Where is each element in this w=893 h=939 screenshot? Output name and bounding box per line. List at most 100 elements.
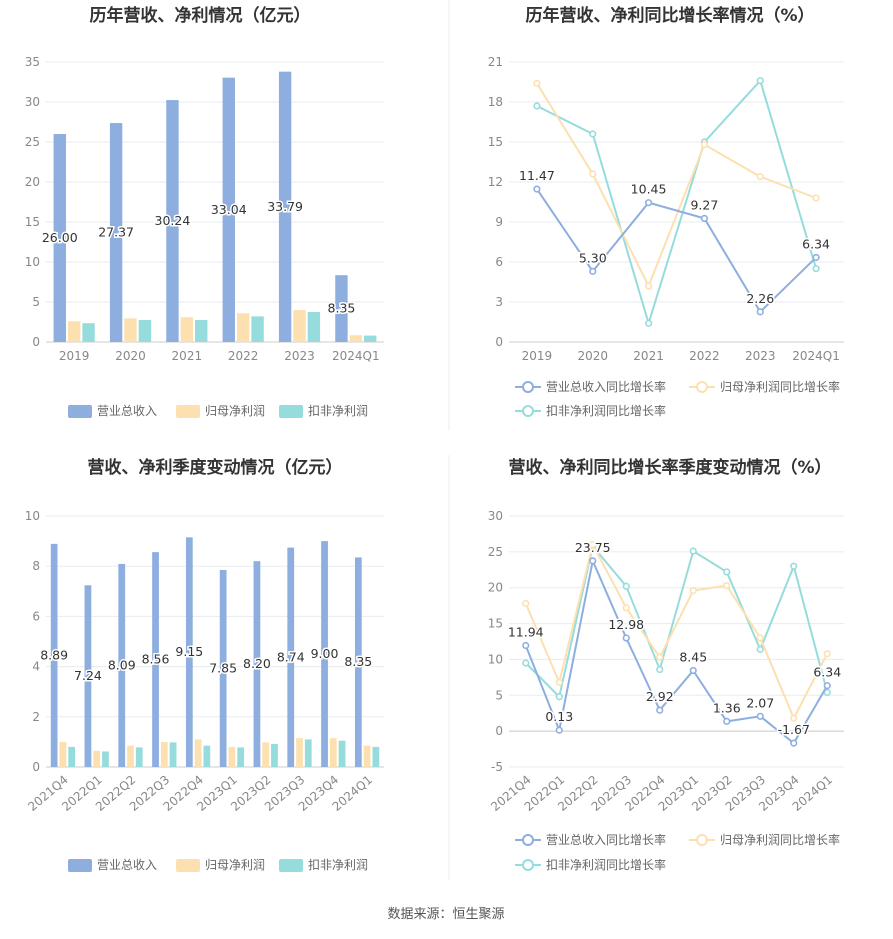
chart-quarterly-amounts: 营收、净利季度变动情况（亿元）02468102021Q42022Q12022Q2… bbox=[25, 457, 384, 872]
bar-deducted-profit bbox=[251, 316, 264, 342]
legend-label: 扣非净利润 bbox=[308, 858, 368, 872]
data-source-note: 数据来源：恒生聚源 bbox=[387, 907, 504, 922]
y-tick-label: 0 bbox=[32, 335, 40, 349]
legend-label: 营业总收入同比增长率 bbox=[546, 832, 666, 847]
bar-value-label: 7.24 bbox=[74, 668, 102, 683]
y-tick-label: 10 bbox=[25, 509, 40, 523]
line-point bbox=[644, 319, 653, 327]
legend-label: 归母净利润 bbox=[205, 404, 265, 418]
line-series-1 bbox=[524, 541, 829, 721]
line-value-label: 11.94 bbox=[508, 625, 544, 640]
bar-net-profit bbox=[329, 738, 337, 767]
y-tick-label: 2 bbox=[32, 710, 40, 724]
y-tick-label: 4 bbox=[32, 660, 40, 674]
y-tick-label: 5 bbox=[32, 295, 40, 309]
bar-value-label: 30.24 bbox=[155, 213, 191, 228]
line-point bbox=[522, 599, 530, 608]
bar-net-profit bbox=[180, 317, 194, 342]
bar-value-label: 9.00 bbox=[311, 646, 339, 661]
line-point bbox=[700, 214, 709, 222]
line-point bbox=[589, 267, 597, 275]
bar-revenue bbox=[335, 275, 348, 342]
line-point bbox=[723, 568, 731, 576]
legend-marker bbox=[522, 834, 534, 846]
x-tick-label: 2023 bbox=[284, 349, 315, 363]
line-point bbox=[533, 79, 541, 87]
legend-label: 归母净利润 bbox=[205, 858, 265, 872]
bar-value-label: 8.35 bbox=[344, 654, 372, 669]
bar-deducted-profit bbox=[372, 746, 380, 767]
chart-title: 历年营收、净利同比增长率情况（%） bbox=[525, 5, 814, 26]
y-tick-label: 15 bbox=[25, 215, 40, 229]
x-tick-label: 2021 bbox=[633, 349, 664, 363]
legend-swatch bbox=[279, 859, 303, 872]
bar-revenue bbox=[109, 123, 123, 342]
line-series-2 bbox=[525, 543, 829, 699]
bar-deducted-profit bbox=[82, 323, 95, 342]
y-tick-label: 25 bbox=[25, 135, 40, 149]
line-value-label: 8.45 bbox=[679, 650, 707, 665]
bar-net-profit bbox=[127, 745, 134, 767]
x-tick-label: 2019 bbox=[59, 349, 90, 363]
line-value-label: 1.36 bbox=[713, 700, 741, 715]
bar-value-label: 33.79 bbox=[267, 199, 303, 214]
y-tick-label: 15 bbox=[488, 135, 503, 149]
y-tick-label: 0 bbox=[32, 760, 40, 774]
chart-title: 营收、净利同比增长率季度变动情况（%） bbox=[508, 457, 831, 478]
bar-deducted-profit bbox=[68, 746, 76, 767]
legend-swatch bbox=[176, 405, 200, 418]
line-point bbox=[533, 102, 541, 110]
bar-value-label: 8.20 bbox=[243, 656, 271, 671]
y-tick-label: 8 bbox=[32, 559, 40, 573]
line-point bbox=[689, 547, 697, 555]
line-point bbox=[723, 581, 731, 590]
bar-deducted-profit bbox=[271, 743, 278, 767]
y-tick-label: 25 bbox=[488, 545, 503, 559]
line-point bbox=[756, 645, 764, 653]
x-tick-label: 2022 bbox=[689, 349, 720, 363]
line-point bbox=[533, 185, 541, 193]
bar-deducted-profit bbox=[195, 320, 208, 342]
bar-net-profit bbox=[160, 741, 168, 767]
bar-deducted-profit bbox=[102, 751, 109, 767]
legend-label: 营业总收入 bbox=[97, 404, 157, 418]
legend-swatch bbox=[68, 859, 92, 872]
y-tick-label: 10 bbox=[25, 255, 40, 269]
line-point bbox=[790, 562, 798, 570]
bar-value-label: 8.35 bbox=[328, 301, 356, 316]
bar-revenue bbox=[287, 547, 295, 767]
line-point bbox=[522, 641, 530, 650]
y-tick-label: 12 bbox=[488, 175, 503, 189]
line-point bbox=[555, 726, 563, 734]
line-point bbox=[589, 130, 597, 138]
line-point bbox=[689, 586, 697, 595]
legend-label: 扣非净利润 bbox=[308, 404, 368, 418]
bar-revenue bbox=[219, 569, 227, 767]
bar-net-profit bbox=[59, 741, 67, 767]
line-point bbox=[689, 666, 697, 675]
legend-swatch bbox=[279, 405, 303, 418]
line-point bbox=[756, 173, 764, 181]
bar-value-label: 8.56 bbox=[142, 652, 170, 667]
line-point bbox=[756, 634, 764, 642]
bar-value-label: 33.04 bbox=[211, 202, 247, 217]
line-point bbox=[812, 253, 820, 262]
bar-net-profit bbox=[236, 313, 250, 342]
legend-label: 归母净利润同比增长率 bbox=[720, 379, 840, 394]
legend-label: 扣非净利润同比增长率 bbox=[546, 403, 666, 418]
bar-value-label: 9.15 bbox=[175, 644, 203, 659]
bar-revenue bbox=[253, 561, 261, 767]
line-point bbox=[622, 634, 630, 642]
y-tick-label: 20 bbox=[25, 175, 40, 189]
y-tick-label: 15 bbox=[488, 617, 503, 631]
line-point bbox=[644, 282, 653, 290]
y-tick-label: 5 bbox=[495, 688, 503, 702]
x-tick-label: 2023 bbox=[745, 349, 776, 363]
line-point bbox=[644, 199, 653, 207]
bar-deducted-profit bbox=[304, 739, 312, 767]
line-value-label: 2.26 bbox=[746, 291, 774, 306]
bar-deducted-profit bbox=[203, 745, 211, 767]
y-tick-label: 0 bbox=[495, 335, 503, 349]
